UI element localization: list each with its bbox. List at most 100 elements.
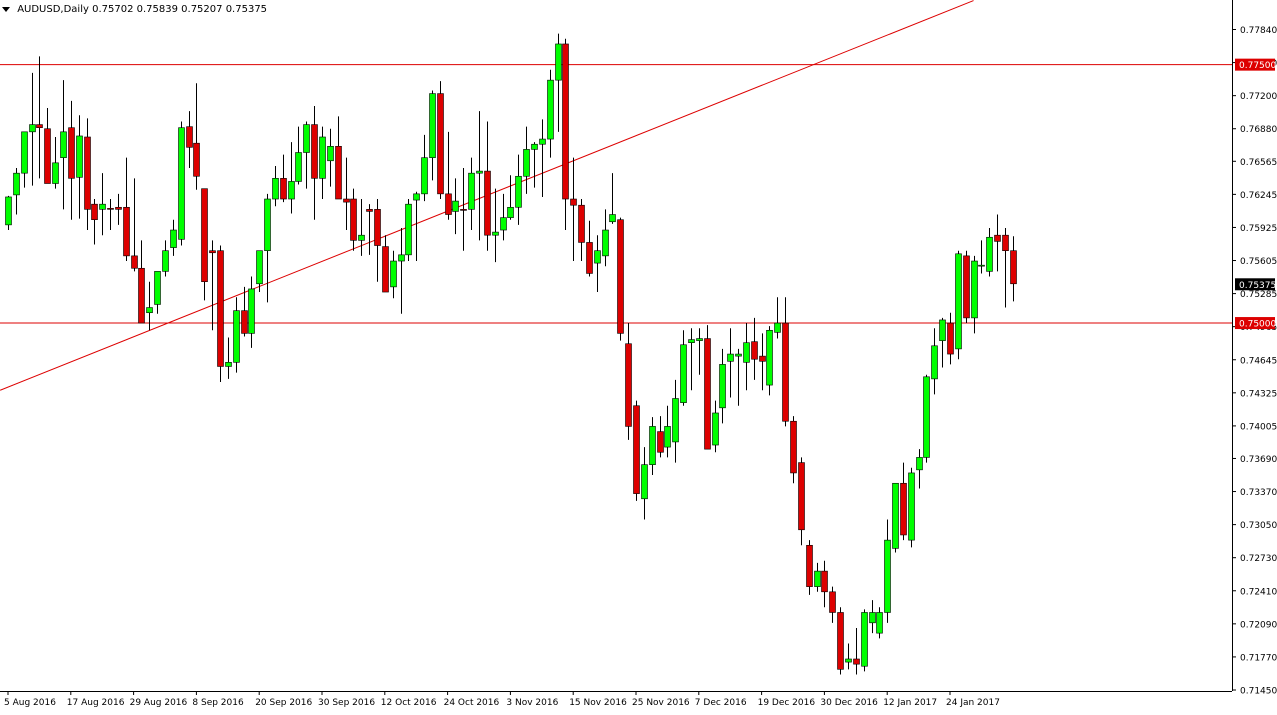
ohlc-values: 0.75702 0.75839 0.75207 0.75375	[92, 4, 268, 15]
candle	[649, 417, 656, 476]
candle	[131, 178, 138, 272]
candle	[91, 199, 98, 245]
candle-body	[248, 288, 255, 334]
candle	[680, 330, 687, 406]
candle	[107, 199, 114, 231]
candle	[869, 600, 876, 634]
candle-body	[696, 338, 703, 341]
candle-body	[923, 376, 930, 458]
candle	[1010, 236, 1017, 302]
x-tick-label: 29 Aug 2016	[130, 698, 188, 708]
x-tick-label: 12 Jan 2017	[883, 698, 937, 708]
candle	[884, 519, 891, 623]
candle	[390, 250, 397, 299]
candle-body	[743, 342, 750, 363]
candle	[696, 328, 703, 375]
candle-body	[13, 172, 20, 196]
candle	[327, 128, 334, 187]
x-tick-label: 8 Sep 2016	[192, 698, 244, 708]
candle-body	[99, 203, 106, 210]
candle	[413, 191, 420, 262]
candle-body	[398, 254, 405, 262]
candle	[617, 217, 624, 341]
candle-body	[146, 307, 153, 314]
candle	[861, 609, 868, 672]
candle-body	[971, 260, 978, 319]
candle-body	[335, 146, 342, 200]
candle-body	[751, 341, 758, 360]
candle-body	[68, 127, 75, 179]
candle-body	[280, 178, 287, 200]
candle	[539, 119, 546, 197]
candle	[994, 214, 1001, 272]
candle-body	[131, 255, 138, 269]
candle-body	[154, 271, 161, 305]
candle	[570, 157, 577, 262]
candle	[193, 83, 200, 190]
candle	[955, 250, 962, 360]
x-tick-label: 15 Nov 2016	[569, 698, 627, 708]
candle	[531, 142, 538, 188]
candle	[295, 126, 302, 185]
candle	[806, 540, 813, 595]
candle-body	[900, 482, 907, 536]
y-tick-label: 0.73690	[1240, 455, 1277, 465]
candle	[468, 157, 475, 231]
candle	[280, 154, 287, 203]
candle-body	[405, 203, 412, 256]
candle	[319, 126, 326, 200]
candle-body	[60, 131, 67, 158]
candle-body	[963, 255, 970, 319]
candle-body	[452, 200, 459, 212]
candle	[233, 297, 240, 373]
price-label-box	[1235, 317, 1275, 330]
candle-body	[193, 142, 200, 177]
y-tick-label: 0.76565	[1240, 158, 1277, 168]
candle-body	[727, 353, 734, 362]
candle	[484, 121, 491, 251]
y-tick-label: 0.71450	[1240, 687, 1277, 697]
candle-body	[217, 250, 224, 367]
x-tick-label: 20 Sep 2016	[255, 698, 312, 708]
candle	[782, 297, 789, 427]
candle	[704, 325, 711, 450]
candle	[523, 126, 530, 194]
candle	[225, 337, 232, 379]
candle	[170, 219, 177, 256]
candle-body	[350, 198, 357, 241]
candle-body	[586, 242, 593, 274]
candle-body	[233, 310, 240, 363]
candle-body	[562, 43, 569, 200]
candle-body	[209, 250, 216, 254]
candle	[138, 240, 145, 324]
candle-body	[123, 206, 130, 257]
x-tick-label: 30 Sep 2016	[318, 698, 375, 708]
candle-body	[225, 362, 232, 367]
candle	[515, 154, 522, 225]
candle	[500, 193, 507, 241]
y-tick-label: 0.73050	[1240, 521, 1277, 531]
candle	[13, 168, 20, 215]
candle-body	[570, 198, 577, 206]
candle	[162, 240, 169, 277]
candle-body	[21, 131, 28, 174]
x-tick-label: 5 Aug 2016	[4, 698, 56, 708]
candle	[963, 250, 970, 324]
candle-body	[421, 157, 428, 195]
candle	[36, 56, 43, 179]
candle	[798, 457, 805, 546]
x-tick-label: 30 Dec 2016	[820, 698, 878, 708]
candle	[374, 199, 381, 282]
y-tick-label: 0.75605	[1240, 257, 1277, 267]
candle	[790, 416, 797, 484]
candle-body	[633, 405, 640, 494]
candle	[115, 193, 122, 225]
candle-body	[978, 264, 985, 267]
candle	[712, 400, 719, 453]
dropdown-arrow-icon[interactable]	[2, 6, 10, 12]
candle-body	[719, 364, 726, 409]
y-tick-label: 0.74005	[1240, 422, 1277, 432]
candle-body	[688, 339, 695, 343]
